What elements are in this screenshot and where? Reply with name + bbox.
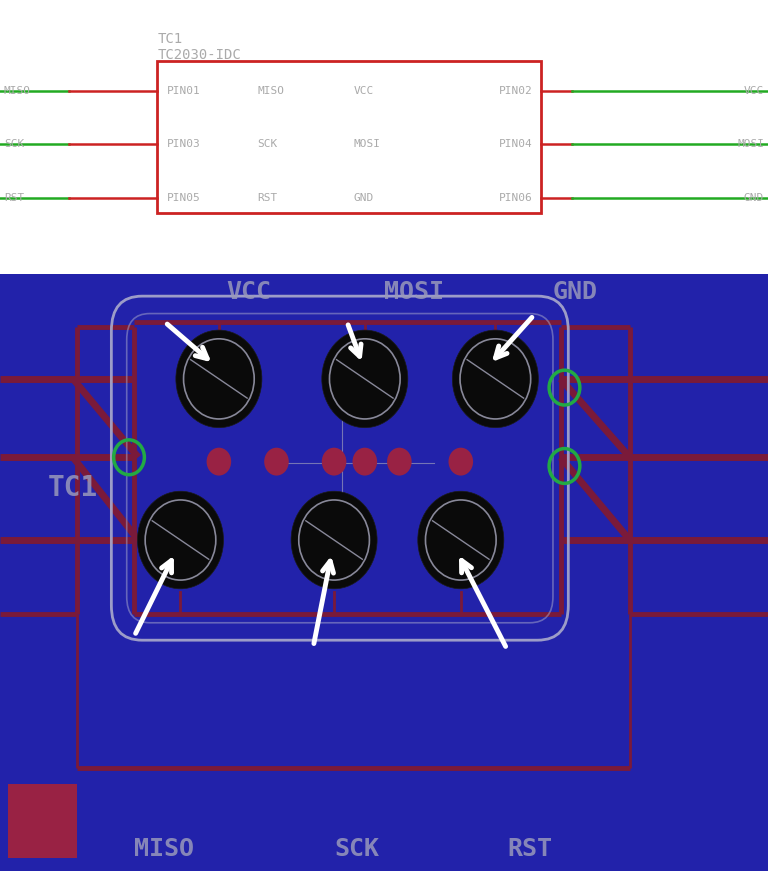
Text: TC1: TC1	[48, 474, 98, 502]
Text: VCC: VCC	[227, 280, 272, 304]
Text: MOSI: MOSI	[353, 138, 380, 149]
Text: PIN01: PIN01	[167, 86, 200, 97]
Bar	[157, 61, 541, 213]
Text: VCC: VCC	[744, 86, 764, 97]
Text: MISO: MISO	[4, 86, 31, 97]
Bar	[0, 274, 768, 871]
Text: RST: RST	[257, 192, 277, 203]
Text: MISO: MISO	[134, 837, 194, 861]
Circle shape	[418, 491, 504, 589]
Text: PIN02: PIN02	[498, 86, 532, 97]
Circle shape	[291, 491, 377, 589]
Text: VCC: VCC	[353, 86, 373, 97]
Bar	[8, 784, 77, 858]
Text: GND: GND	[553, 280, 598, 304]
Text: TC2030-IDC: TC2030-IDC	[157, 48, 241, 62]
Circle shape	[353, 448, 377, 476]
Text: MISO: MISO	[257, 86, 284, 97]
Circle shape	[322, 448, 346, 476]
Circle shape	[264, 448, 289, 476]
Text: PIN04: PIN04	[498, 138, 532, 149]
Circle shape	[322, 330, 408, 428]
Circle shape	[176, 330, 262, 428]
Bar	[0, 0, 768, 274]
Circle shape	[137, 491, 223, 589]
Text: PIN06: PIN06	[498, 192, 532, 203]
Text: GND: GND	[744, 192, 764, 203]
Text: MOSI: MOSI	[384, 280, 444, 304]
Text: MOSI: MOSI	[737, 138, 764, 149]
Text: SCK: SCK	[4, 138, 24, 149]
Circle shape	[449, 448, 473, 476]
Text: TC1: TC1	[157, 32, 183, 46]
Circle shape	[387, 448, 412, 476]
Text: PIN05: PIN05	[167, 192, 200, 203]
Text: RST: RST	[507, 837, 552, 861]
Circle shape	[207, 448, 231, 476]
Text: GND: GND	[353, 192, 373, 203]
Text: SCK: SCK	[257, 138, 277, 149]
Circle shape	[452, 330, 538, 428]
Text: SCK: SCK	[334, 837, 379, 861]
Text: RST: RST	[4, 192, 24, 203]
Text: PIN03: PIN03	[167, 138, 200, 149]
